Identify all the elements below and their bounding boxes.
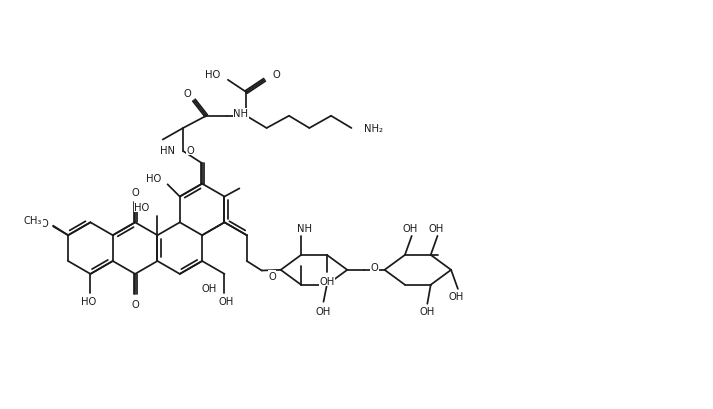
- Text: O: O: [131, 299, 139, 309]
- Text: OH: OH: [429, 223, 443, 233]
- Text: HO: HO: [145, 173, 161, 183]
- Text: OH: OH: [218, 297, 233, 306]
- Text: OH: OH: [319, 276, 334, 286]
- Text: HN: HN: [160, 145, 175, 155]
- Text: OH: OH: [449, 291, 464, 301]
- Text: O: O: [371, 263, 379, 272]
- Text: NH: NH: [233, 109, 248, 119]
- Text: OH: OH: [403, 223, 418, 233]
- Text: O: O: [131, 188, 139, 198]
- Text: NH₂: NH₂: [364, 124, 383, 134]
- Text: NH: NH: [297, 223, 312, 233]
- Text: OH: OH: [420, 306, 435, 316]
- Text: HO: HO: [81, 297, 97, 306]
- Text: HO: HO: [134, 202, 149, 212]
- Text: CH₃: CH₃: [24, 216, 42, 226]
- Text: O: O: [183, 89, 191, 99]
- Text: OH: OH: [201, 283, 217, 293]
- Text: O: O: [268, 271, 276, 281]
- Text: HO: HO: [205, 70, 220, 80]
- Text: OH: OH: [316, 306, 331, 316]
- Text: O: O: [40, 218, 48, 229]
- Text: O: O: [186, 145, 194, 155]
- Text: O: O: [272, 70, 280, 80]
